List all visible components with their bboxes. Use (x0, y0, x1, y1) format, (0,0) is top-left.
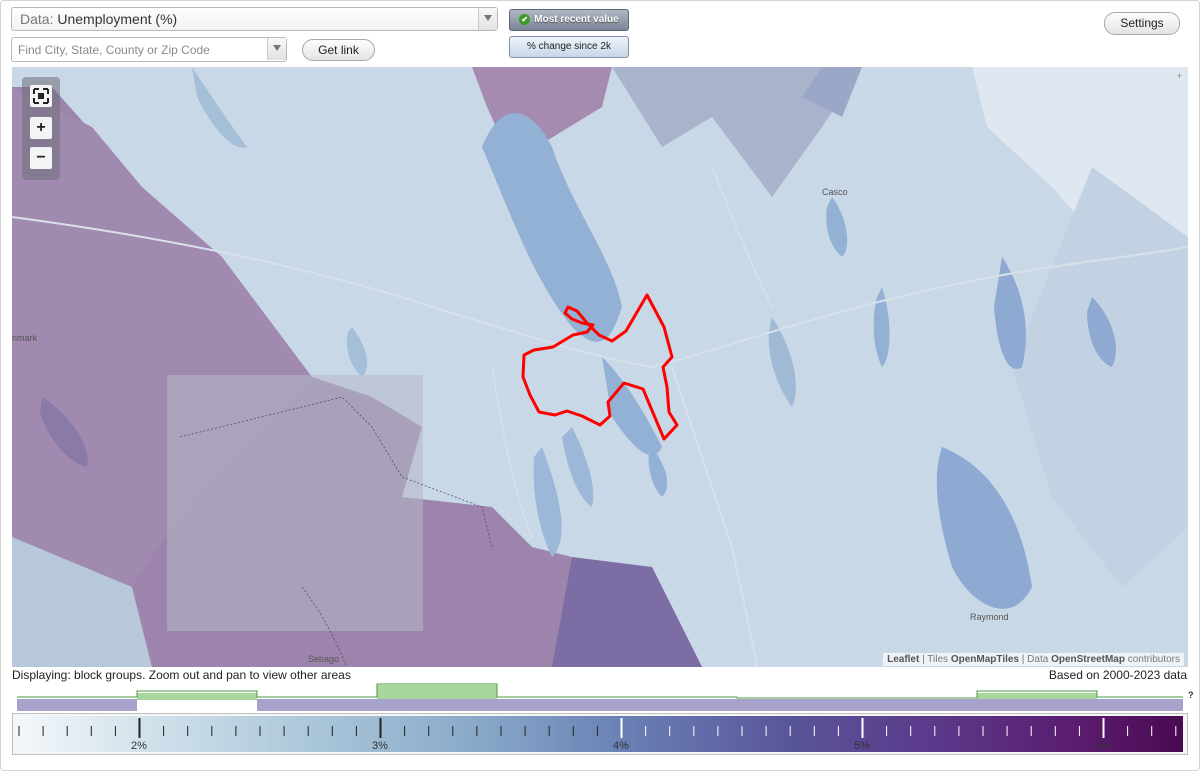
place-label-sebago: Sebago (308, 654, 340, 664)
zoom-out-icon[interactable]: − (30, 147, 52, 169)
fullscreen-icon[interactable] (30, 85, 52, 107)
displaying-text: Displaying: block groups. Zoom out and p… (12, 668, 351, 682)
map-attribution: Leaflet | Tiles OpenMapTiles | Data Open… (883, 653, 1184, 666)
legend-ticks (18, 718, 1177, 738)
selected-area-outline[interactable] (521, 293, 679, 441)
zoom-control: + − (22, 77, 60, 180)
search-input[interactable] (16, 40, 268, 60)
chevron-down-icon[interactable] (478, 8, 497, 30)
map-corner-mark: + (1176, 71, 1182, 81)
location-search[interactable] (11, 37, 287, 62)
data-selector[interactable]: Data: Unemployment (%) (11, 7, 498, 31)
zoom-in-icon[interactable]: + (30, 117, 52, 139)
color-legend: 2% 3% 4% 5% 6% (12, 713, 1188, 755)
data-range-text: Based on 2000-2023 data (1048, 668, 1187, 682)
place-label-denmark: nmark (12, 333, 38, 343)
help-icon[interactable]: ? (1188, 690, 1194, 700)
place-label-raymond: Raymond (970, 612, 1009, 622)
data-selector-label: Data: Unemployment (%) (20, 11, 178, 27)
get-link-button[interactable]: Get link (302, 39, 375, 61)
legend-label-4: 4% (613, 740, 629, 752)
chevron-down-icon[interactable] (267, 38, 286, 60)
openmaptiles-link[interactable]: OpenMapTiles (950, 654, 1019, 665)
legend-label-2: 2% (131, 740, 147, 752)
legend-label-3: 3% (372, 740, 388, 752)
value-histogram (17, 683, 1183, 711)
percent-change-toggle[interactable]: % change since 2k (509, 36, 629, 58)
settings-button[interactable]: Settings (1104, 12, 1180, 35)
legend-label-5: 5% (854, 740, 870, 752)
most-recent-value-toggle[interactable]: ✔ Most recent value (509, 9, 629, 31)
legend-label-6: 6% (1095, 740, 1111, 752)
map-canvas (12, 67, 1188, 667)
fullscreen-glyph (33, 88, 49, 104)
map-view[interactable]: + − + Casco nmark Sebago Raymond Leaflet… (12, 67, 1188, 667)
check-icon: ✔ (519, 13, 531, 25)
place-label-casco: Casco (822, 187, 848, 197)
openstreetmap-link[interactable]: OpenStreetMap (1051, 654, 1125, 665)
leaflet-link[interactable]: Leaflet (887, 654, 920, 665)
